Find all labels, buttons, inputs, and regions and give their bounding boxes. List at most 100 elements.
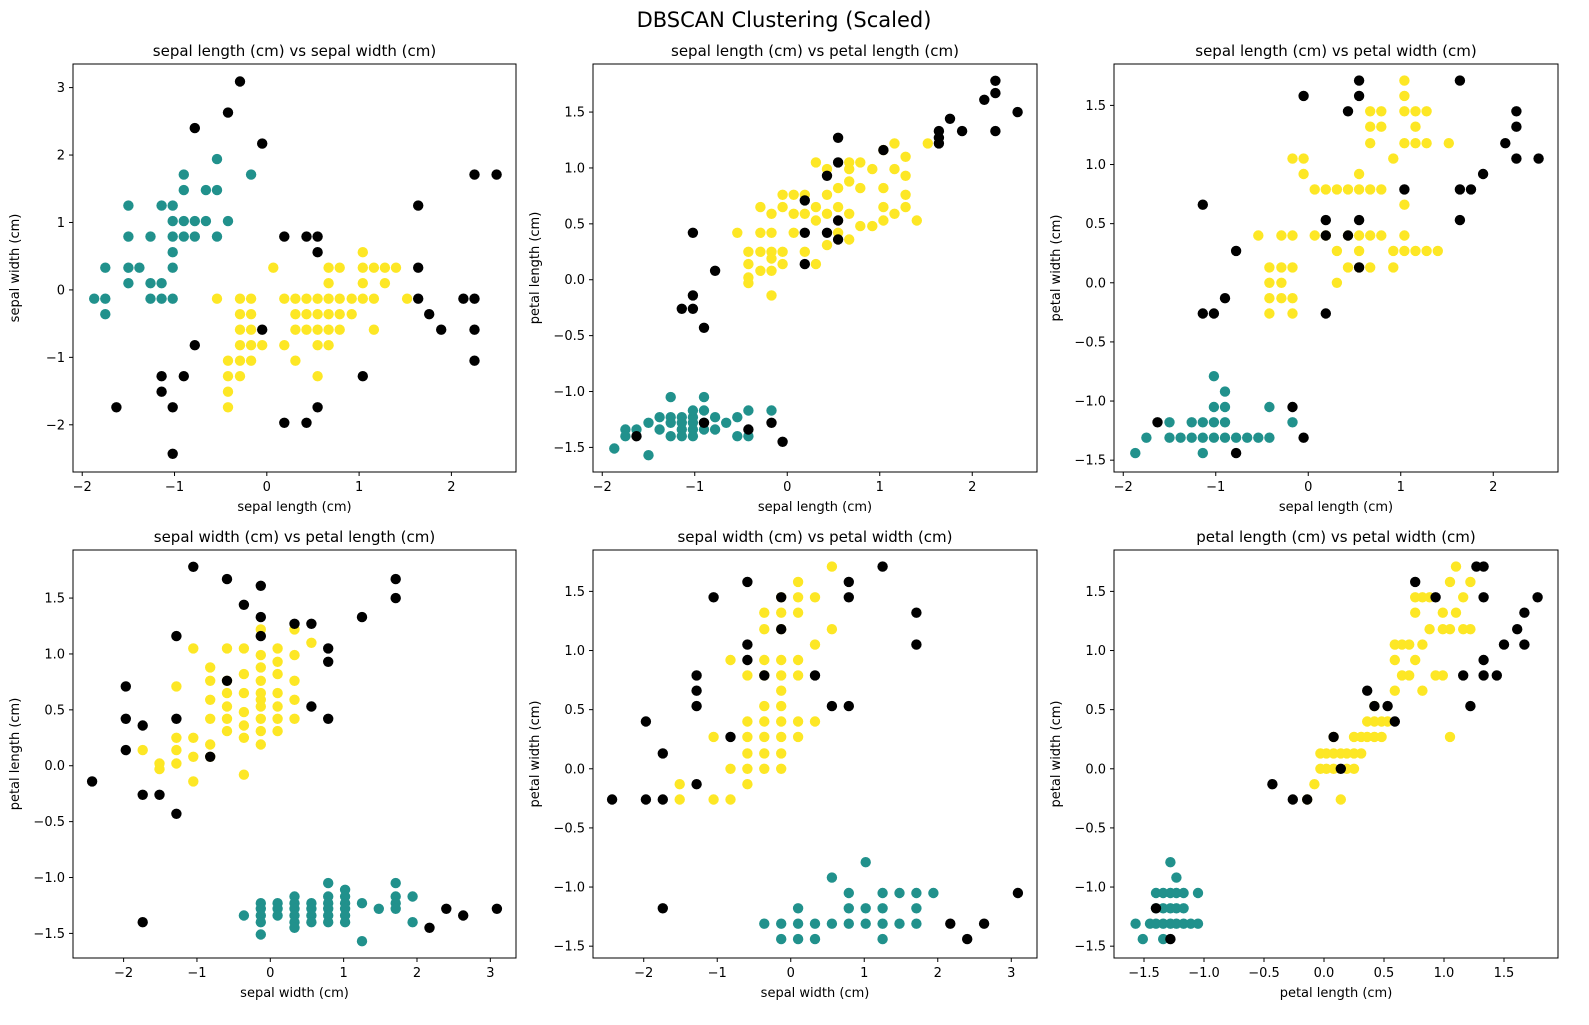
data-point-cluster0 <box>911 887 922 899</box>
data-point-cluster1 <box>792 654 804 666</box>
data-point-noise <box>742 654 753 666</box>
data-point-cluster1 <box>792 592 804 603</box>
data-point-cluster1 <box>357 247 368 258</box>
data-point-cluster1 <box>205 675 216 686</box>
data-point-noise <box>491 169 502 180</box>
data-point-cluster1 <box>1388 153 1399 164</box>
y-tick-label: −0.5 <box>1074 335 1106 350</box>
data-point-cluster1 <box>855 157 866 168</box>
data-point-cluster1 <box>272 701 283 712</box>
data-point-cluster0 <box>1219 386 1231 397</box>
y-tick-label: 0.5 <box>1085 217 1106 232</box>
data-point-cluster1 <box>809 716 821 727</box>
data-point-noise <box>725 731 736 743</box>
data-point-cluster1 <box>221 725 233 737</box>
data-point-cluster1 <box>1432 245 1444 257</box>
data-point-cluster1 <box>1376 731 1387 743</box>
data-point-cluster0 <box>1178 918 1189 929</box>
data-point-cluster1 <box>221 687 233 699</box>
data-point-cluster1 <box>1410 121 1421 132</box>
data-point-cluster1 <box>1437 670 1449 681</box>
data-point-noise <box>990 75 1001 87</box>
data-point-noise <box>257 138 268 149</box>
data-point-cluster1 <box>1458 592 1469 603</box>
data-point-cluster0 <box>911 918 922 929</box>
data-point-noise <box>1369 700 1380 712</box>
data-point-cluster1 <box>1331 184 1343 195</box>
data-point-cluster1 <box>154 763 165 775</box>
data-point-cluster1 <box>323 340 334 351</box>
data-point-cluster0 <box>860 918 871 929</box>
data-point-cluster1 <box>1365 184 1376 195</box>
data-point-noise <box>306 701 317 712</box>
data-point-cluster0 <box>792 933 804 945</box>
data-point-cluster1 <box>1465 624 1476 635</box>
data-point-noise <box>1165 933 1176 945</box>
data-point-cluster0 <box>222 215 234 227</box>
data-point-cluster1 <box>379 262 391 273</box>
data-point-noise <box>1197 308 1209 319</box>
y-tick-label: −1.5 <box>33 927 65 942</box>
subplot-title: sepal length (cm) vs sepal width (cm) <box>153 42 436 60</box>
data-point-noise <box>1533 153 1544 164</box>
data-point-cluster1 <box>1410 106 1421 117</box>
data-point-cluster0 <box>766 405 777 416</box>
data-point-noise <box>687 290 699 301</box>
data-point-cluster1 <box>1417 639 1428 650</box>
data-point-cluster1 <box>674 794 685 805</box>
data-point-cluster1 <box>334 262 345 273</box>
data-point-cluster0 <box>1192 918 1204 929</box>
y-tick-label: 1.5 <box>1085 99 1106 114</box>
y-axis-label: petal length (cm) <box>8 698 23 811</box>
data-point-cluster1 <box>1444 576 1456 588</box>
data-point-cluster1 <box>1443 138 1455 149</box>
data-point-cluster0 <box>877 933 888 945</box>
data-point-cluster1 <box>776 700 787 712</box>
data-point-cluster0 <box>1264 432 1275 443</box>
data-point-cluster1 <box>755 246 766 257</box>
data-point-cluster1 <box>855 220 866 232</box>
data-point-cluster1 <box>1421 138 1432 149</box>
data-point-cluster0 <box>776 933 787 945</box>
y-tick-label: 1.0 <box>564 644 585 659</box>
x-tick-label: −1 <box>685 480 704 495</box>
y-tick-label: 1.0 <box>1085 158 1106 173</box>
data-point-noise <box>799 258 810 270</box>
data-point-cluster1 <box>323 293 334 304</box>
y-tick-label: −1 <box>46 351 65 366</box>
data-point-noise <box>469 324 480 335</box>
data-point-noise <box>691 685 702 696</box>
data-point-noise <box>120 744 131 756</box>
data-point-cluster1 <box>171 758 182 769</box>
data-point-noise <box>221 675 233 686</box>
data-point-cluster1 <box>1362 731 1373 743</box>
data-point-cluster1 <box>171 744 182 756</box>
data-point-noise <box>945 918 956 929</box>
data-point-cluster1 <box>867 163 878 175</box>
data-point-cluster1 <box>1365 230 1376 241</box>
data-point-noise <box>826 700 838 712</box>
data-point-cluster1 <box>1342 262 1354 273</box>
data-point-cluster0 <box>356 936 368 947</box>
data-point-cluster0 <box>809 933 821 945</box>
data-point-cluster0 <box>1197 417 1209 428</box>
data-point-cluster1 <box>1389 685 1401 696</box>
data-point-cluster1 <box>809 592 821 603</box>
data-point-cluster0 <box>100 309 111 320</box>
data-point-cluster0 <box>1197 432 1209 443</box>
data-point-noise <box>978 918 990 929</box>
data-point-cluster1 <box>743 258 754 270</box>
data-point-cluster1 <box>777 201 788 213</box>
data-point-noise <box>156 386 167 397</box>
y-tick-label: 1.5 <box>564 585 585 600</box>
y-tick-label: 1.5 <box>1085 585 1106 600</box>
x-tick-label: 1.0 <box>1434 966 1455 981</box>
data-point-noise <box>944 113 956 125</box>
data-point-cluster0 <box>1185 918 1197 929</box>
y-axis-label: petal width (cm) <box>528 701 543 808</box>
data-point-cluster1 <box>799 208 810 219</box>
x-tick-label: 3 <box>1007 966 1015 981</box>
data-point-cluster1 <box>334 293 345 304</box>
data-point-noise <box>742 639 753 650</box>
data-point-noise <box>1454 214 1466 226</box>
